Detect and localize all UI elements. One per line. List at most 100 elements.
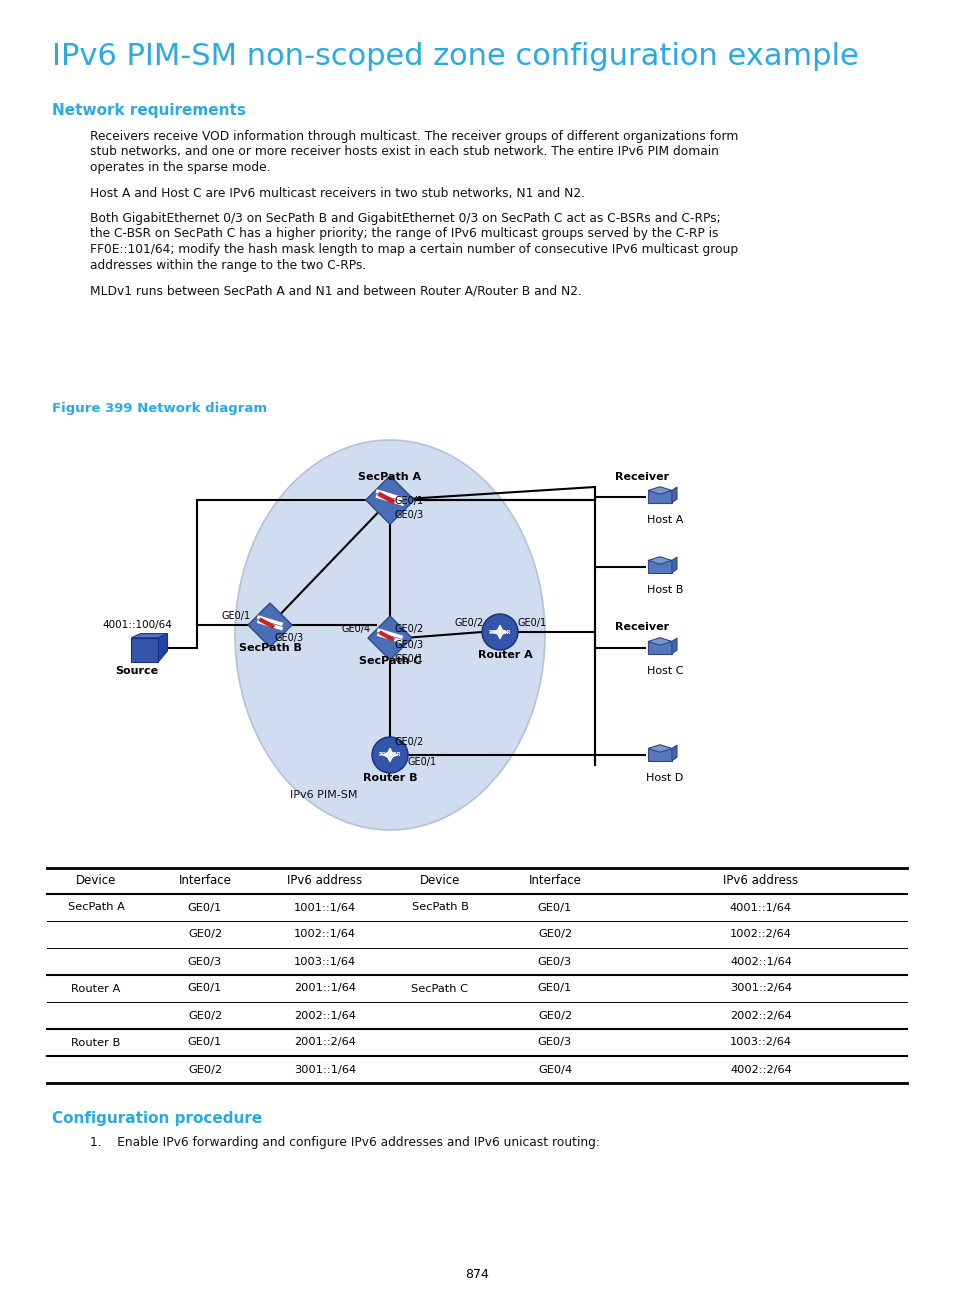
- Circle shape: [481, 614, 517, 651]
- Text: GE0/1: GE0/1: [537, 984, 572, 994]
- Text: Network requirements: Network requirements: [52, 102, 246, 118]
- Text: FF0E::101/64; modify the hash mask length to map a certain number of consecutive: FF0E::101/64; modify the hash mask lengt…: [90, 244, 738, 257]
- Text: GE0/3: GE0/3: [395, 511, 424, 520]
- Text: 1.    Enable IPv6 forwarding and configure IPv6 addresses and IPv6 unicast routi: 1. Enable IPv6 forwarding and configure …: [90, 1137, 599, 1150]
- Text: Both GigabitEthernet 0/3 on SecPath B and GigabitEthernet 0/3 on SecPath C act a: Both GigabitEthernet 0/3 on SecPath B an…: [90, 213, 720, 226]
- Polygon shape: [647, 487, 671, 494]
- Circle shape: [372, 737, 408, 772]
- Text: Device: Device: [419, 875, 459, 888]
- Text: Figure 399 Network diagram: Figure 399 Network diagram: [52, 402, 267, 415]
- Text: 2002::1/64: 2002::1/64: [294, 1011, 355, 1020]
- Polygon shape: [671, 745, 677, 761]
- Polygon shape: [132, 634, 168, 638]
- Text: SecPath B: SecPath B: [411, 902, 468, 912]
- Text: Receiver: Receiver: [615, 472, 668, 482]
- Text: GE0/2: GE0/2: [395, 737, 424, 746]
- Text: the C-BSR on SecPath C has a higher priority; the range of IPv6 multicast groups: the C-BSR on SecPath C has a higher prio…: [90, 228, 718, 241]
- Text: 3001::2/64: 3001::2/64: [729, 984, 791, 994]
- Text: 3001::1/64: 3001::1/64: [294, 1064, 355, 1074]
- Text: 1003::1/64: 1003::1/64: [294, 956, 355, 967]
- Text: IPv6 PIM-SM: IPv6 PIM-SM: [290, 791, 357, 800]
- Text: GE0/2: GE0/2: [537, 929, 572, 940]
- Text: 1002::1/64: 1002::1/64: [294, 929, 355, 940]
- Polygon shape: [671, 487, 677, 503]
- Text: GE0/1: GE0/1: [395, 496, 424, 505]
- Text: ROUTER: ROUTER: [488, 630, 511, 635]
- Text: IPv6 address: IPv6 address: [722, 875, 798, 888]
- Text: SecPath C: SecPath C: [358, 656, 421, 666]
- Text: Host A: Host A: [646, 515, 682, 525]
- Text: stub networks, and one or more receiver hosts exist in each stub network. The en: stub networks, and one or more receiver …: [90, 145, 719, 158]
- Text: 4001::1/64: 4001::1/64: [729, 902, 791, 912]
- Text: GE0/1: GE0/1: [537, 902, 572, 912]
- Polygon shape: [671, 557, 677, 573]
- Text: addresses within the range to the two C-RPs.: addresses within the range to the two C-…: [90, 258, 366, 271]
- Text: Interface: Interface: [528, 875, 580, 888]
- Text: 1003::2/64: 1003::2/64: [729, 1038, 791, 1047]
- Text: GE0/1: GE0/1: [222, 610, 251, 621]
- Text: GE0/2: GE0/2: [395, 623, 424, 634]
- Text: GE0/2: GE0/2: [188, 1064, 222, 1074]
- Polygon shape: [368, 616, 412, 660]
- Text: GE0/3: GE0/3: [395, 640, 424, 651]
- Text: GE0/3: GE0/3: [537, 956, 572, 967]
- FancyBboxPatch shape: [647, 560, 671, 573]
- Text: Router A: Router A: [477, 651, 532, 660]
- FancyBboxPatch shape: [647, 749, 671, 761]
- Text: Router B: Router B: [362, 772, 416, 783]
- Text: 2001::1/64: 2001::1/64: [294, 984, 355, 994]
- Text: Router B: Router B: [71, 1038, 120, 1047]
- Text: GE0/2: GE0/2: [188, 1011, 222, 1020]
- Text: 2002::2/64: 2002::2/64: [729, 1011, 791, 1020]
- Text: 4002::2/64: 4002::2/64: [729, 1064, 791, 1074]
- FancyBboxPatch shape: [647, 490, 671, 503]
- Polygon shape: [365, 476, 414, 524]
- Text: MLDv1 runs between SecPath A and N1 and between Router A/Router B and N2.: MLDv1 runs between SecPath A and N1 and …: [90, 284, 581, 297]
- Text: GE0/4: GE0/4: [341, 623, 371, 634]
- Text: GE0/2: GE0/2: [537, 1011, 572, 1020]
- Text: Configuration procedure: Configuration procedure: [52, 1111, 262, 1126]
- Text: GE0/2: GE0/2: [188, 929, 222, 940]
- Text: GE0/2: GE0/2: [455, 618, 484, 629]
- Text: GE0/1: GE0/1: [188, 984, 222, 994]
- Text: 2001::2/64: 2001::2/64: [294, 1038, 355, 1047]
- Text: Receivers receive VOD information through multicast. The receiver groups of diff: Receivers receive VOD information throug…: [90, 130, 738, 143]
- Text: SecPath A: SecPath A: [358, 472, 421, 482]
- Text: GE0/4: GE0/4: [537, 1064, 572, 1074]
- Text: GE0/1: GE0/1: [395, 654, 424, 664]
- Polygon shape: [158, 634, 168, 662]
- Polygon shape: [671, 638, 677, 653]
- Text: 4002::1/64: 4002::1/64: [729, 956, 791, 967]
- Text: Receiver: Receiver: [615, 622, 668, 632]
- FancyBboxPatch shape: [647, 642, 671, 653]
- Text: GE0/1: GE0/1: [188, 1038, 222, 1047]
- Ellipse shape: [234, 441, 544, 829]
- Text: SecPath B: SecPath B: [238, 643, 301, 653]
- Text: 4001::100/64: 4001::100/64: [102, 619, 172, 630]
- Text: Host D: Host D: [646, 772, 683, 783]
- Polygon shape: [647, 745, 671, 752]
- Text: SecPath A: SecPath A: [68, 902, 124, 912]
- Text: GE0/1: GE0/1: [408, 757, 436, 767]
- Polygon shape: [647, 638, 671, 645]
- Text: operates in the sparse mode.: operates in the sparse mode.: [90, 161, 271, 174]
- Text: 1001::1/64: 1001::1/64: [294, 902, 355, 912]
- Text: SecPath C: SecPath C: [411, 984, 468, 994]
- Text: 874: 874: [464, 1267, 489, 1280]
- Text: Router A: Router A: [71, 984, 120, 994]
- Text: Source: Source: [115, 666, 158, 677]
- Text: GE0/1: GE0/1: [517, 618, 547, 629]
- Text: GE0/3: GE0/3: [537, 1038, 572, 1047]
- Text: 1002::2/64: 1002::2/64: [729, 929, 791, 940]
- Text: IPv6 PIM-SM non-scoped zone configuration example: IPv6 PIM-SM non-scoped zone configuratio…: [52, 41, 858, 71]
- Text: Device: Device: [75, 875, 116, 888]
- Text: Host C: Host C: [646, 666, 682, 677]
- Text: Interface: Interface: [178, 875, 232, 888]
- Text: IPv6 address: IPv6 address: [287, 875, 362, 888]
- Text: GE0/1: GE0/1: [188, 902, 222, 912]
- Text: ROUTER: ROUTER: [378, 753, 401, 757]
- Polygon shape: [248, 603, 292, 647]
- Text: GE0/3: GE0/3: [274, 632, 304, 643]
- Text: Host B: Host B: [646, 584, 682, 595]
- Text: GE0/3: GE0/3: [188, 956, 222, 967]
